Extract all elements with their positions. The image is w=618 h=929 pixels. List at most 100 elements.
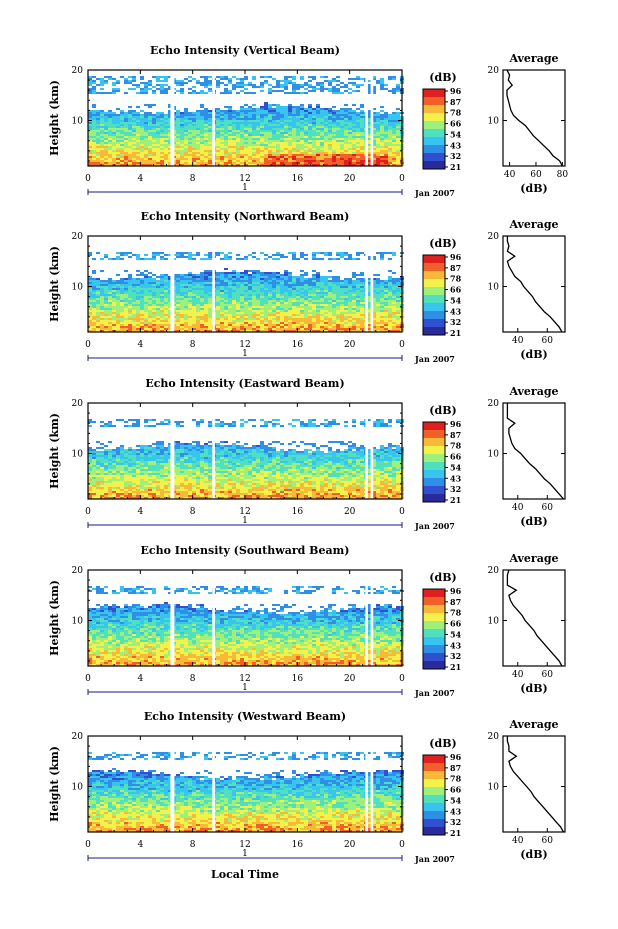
- heatmap-cell: [224, 294, 228, 296]
- heatmap-cell: [268, 84, 272, 86]
- heatmap-cell: [176, 138, 180, 140]
- heatmap-cell: [244, 84, 248, 86]
- heatmap-cell: [256, 112, 260, 114]
- heatmap-cell: [88, 78, 92, 80]
- heatmap-cell: [272, 124, 276, 126]
- heatmap-cell: [120, 300, 124, 302]
- heatmap-cell: [320, 144, 324, 146]
- heatmap-cell: [96, 146, 100, 148]
- heatmap-cell: [220, 304, 224, 306]
- heatmap-cell: [284, 318, 288, 320]
- heatmap-cell: [372, 108, 376, 110]
- heatmap-cell: [240, 274, 244, 276]
- heatmap-cell: [300, 276, 304, 278]
- heatmap-cell: [92, 292, 96, 294]
- heatmap-cell: [324, 316, 328, 318]
- heatmap-cell: [268, 112, 272, 114]
- heatmap-cell: [368, 156, 372, 158]
- heatmap-cell: [268, 132, 272, 134]
- heatmap-cell: [356, 298, 360, 300]
- heatmap-cell: [312, 288, 316, 290]
- heatmap-cell: [128, 112, 132, 114]
- heatmap-cell: [160, 300, 164, 302]
- heatmap-cell: [100, 308, 104, 310]
- heatmap-cell: [148, 80, 152, 82]
- heatmap-cell: [120, 318, 124, 320]
- heatmap-cell: [104, 316, 108, 318]
- heatmap-cell: [268, 158, 272, 160]
- heatmap-cell: [156, 304, 160, 306]
- heatmap-cell: [264, 292, 268, 294]
- heatmap-cell: [192, 158, 196, 160]
- heatmap-cell: [220, 154, 224, 156]
- heatmap-cell: [240, 86, 244, 88]
- heatmap-cell: [292, 76, 296, 78]
- heatmap-cell: [300, 126, 304, 128]
- heatmap-cell: [392, 158, 396, 160]
- heatmap-cell: [352, 130, 356, 132]
- heatmap-cell: [208, 124, 212, 126]
- heatmap-cell: [340, 146, 344, 148]
- heatmap-cell: [92, 116, 96, 118]
- heatmap-cell: [132, 134, 136, 136]
- heatmap-cell: [388, 276, 392, 278]
- heatmap-cell: [176, 322, 180, 324]
- heatmap-cell: [184, 278, 188, 280]
- heatmap-cell: [192, 298, 196, 300]
- heatmap-cell: [288, 318, 292, 320]
- heatmap-cell: [128, 286, 132, 288]
- heatmap-cell: [268, 276, 272, 278]
- heatmap-cell: [272, 274, 276, 276]
- heatmap-cell: [136, 270, 140, 272]
- heatmap-cell: [288, 150, 292, 152]
- heatmap-cell: [288, 310, 292, 312]
- heatmap-cell: [384, 308, 388, 310]
- heatmap-cell: [156, 112, 160, 114]
- heatmap-cell: [180, 152, 184, 154]
- heatmap-cell: [352, 134, 356, 136]
- heatmap-cell: [184, 142, 188, 144]
- heatmap-cell: [328, 304, 332, 306]
- heatmap-cell: [292, 134, 296, 136]
- heatmap-cell: [304, 136, 308, 138]
- heatmap-cell: [228, 144, 232, 146]
- heatmap-cell: [392, 118, 396, 120]
- heatmap-cell: [200, 158, 204, 160]
- heatmap-cell: [220, 252, 224, 254]
- heatmap-cell: [120, 280, 124, 282]
- heatmap-cell: [384, 164, 388, 166]
- heatmap-cell: [164, 298, 168, 300]
- heatmap-cell: [204, 320, 208, 322]
- heatmap-cell: [236, 154, 240, 156]
- heatmap-cell: [320, 290, 324, 292]
- heatmap-cell: [284, 148, 288, 150]
- heatmap-cell: [332, 80, 336, 82]
- heatmap-cell: [252, 274, 256, 276]
- heatmap-cell: [360, 112, 364, 114]
- heatmap-cell: [164, 118, 168, 120]
- heatmap-cell: [260, 310, 264, 312]
- heatmap-cell: [236, 148, 240, 150]
- heatmap-cell: [136, 306, 140, 308]
- heatmap-cell: [304, 288, 308, 290]
- heatmap-cell: [284, 326, 288, 328]
- heatmap-cell: [252, 152, 256, 154]
- heatmap-cell: [344, 162, 348, 164]
- heatmap-cell: [196, 156, 200, 158]
- heatmap-cell: [116, 256, 120, 258]
- heatmap-cell: [236, 320, 240, 322]
- heatmap-cell: [140, 294, 144, 296]
- heatmap-cell: [324, 120, 328, 122]
- heatmap-cell: [232, 286, 236, 288]
- heatmap-cell: [348, 280, 352, 282]
- heatmap-cell: [224, 158, 228, 160]
- heatmap-cell: [240, 292, 244, 294]
- heatmap-cell: [120, 116, 124, 118]
- heatmap-cell: [292, 308, 296, 310]
- heatmap-cell: [180, 122, 184, 124]
- heatmap-cell: [144, 146, 148, 148]
- heatmap-cell: [104, 326, 108, 328]
- heatmap-cell: [240, 140, 244, 142]
- heatmap-cell: [332, 106, 336, 108]
- heatmap-cell: [192, 112, 196, 114]
